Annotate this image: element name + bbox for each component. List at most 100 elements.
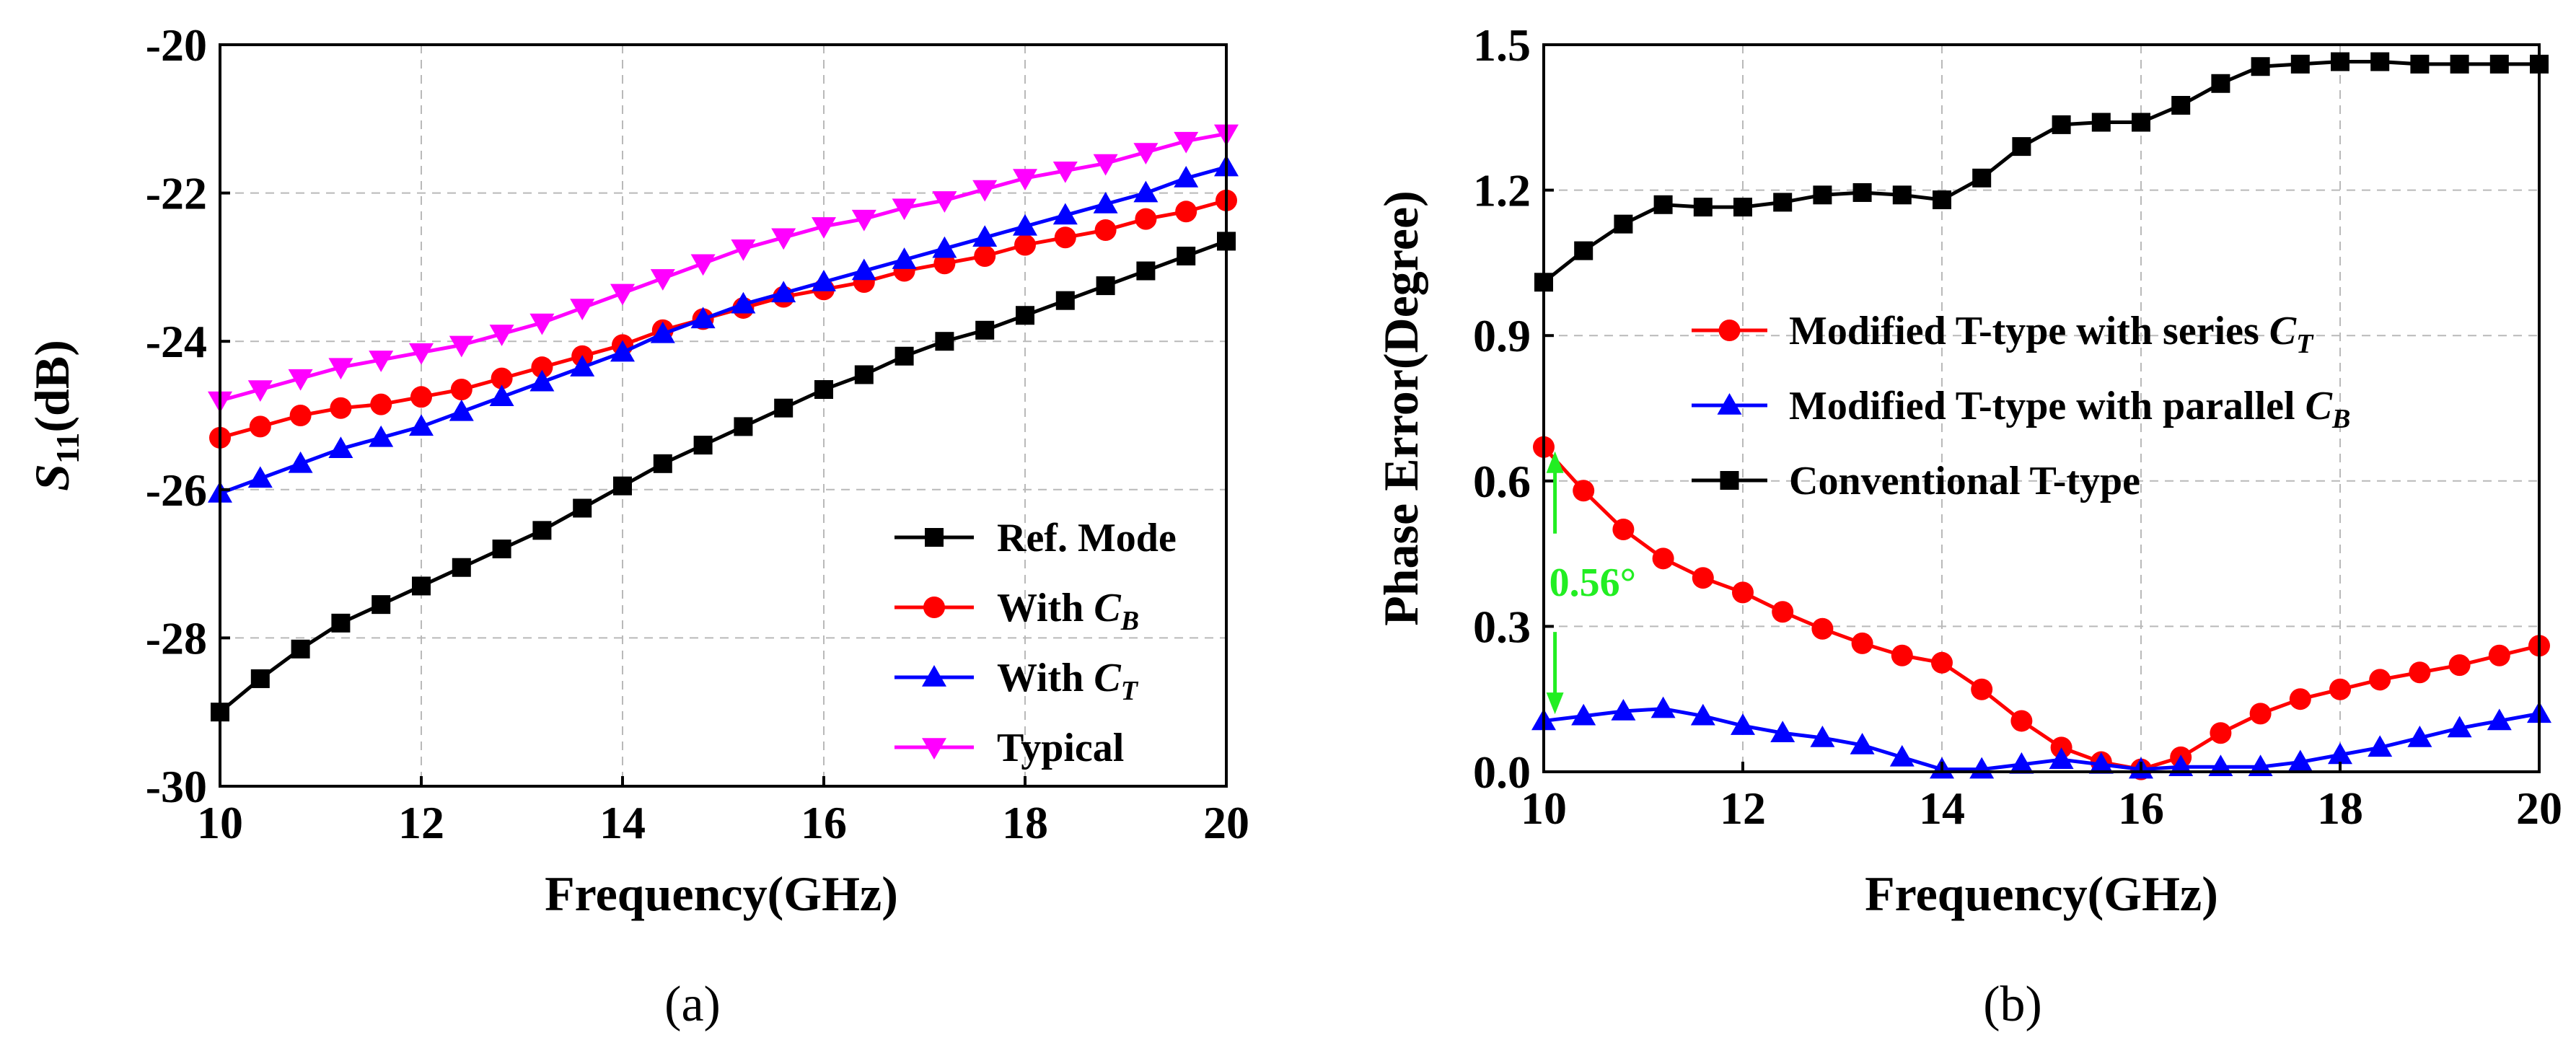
data-point (2328, 742, 2352, 765)
data-point (452, 558, 471, 577)
series-line (1542, 60, 2539, 284)
data-point (1652, 547, 1674, 570)
plot-frame (1542, 43, 2541, 773)
plot-frame (219, 43, 1228, 788)
data-point (1175, 201, 1197, 223)
data-point (2409, 661, 2431, 684)
data-point (932, 236, 957, 258)
series-line (219, 131, 1227, 402)
data-point (972, 180, 998, 202)
legend-item: With CB (894, 586, 1139, 636)
legend-label: With CB (997, 586, 1139, 636)
data-point (372, 595, 391, 615)
chart-b: 10 12 14 16 18 20 0.0 0.3 0.6 0.9 1.2 1.5 Frequency(… (1373, 19, 2562, 1032)
data-point (1852, 182, 1872, 202)
data-point (1850, 733, 1875, 754)
y-tick-label: -20 (146, 19, 207, 71)
legend-label: Modified T-type with series CT (1789, 309, 2314, 359)
data-point (1013, 214, 1037, 236)
legend-item: With CT (894, 656, 1139, 706)
y-tick-label: -24 (146, 316, 207, 367)
data-point (529, 369, 555, 392)
data-point (892, 247, 917, 269)
series-a-3 (208, 124, 1239, 413)
data-point (449, 335, 474, 358)
data-point (734, 417, 753, 436)
data-point (2407, 725, 2432, 747)
data-point (1731, 713, 1755, 735)
data-point (1174, 131, 1199, 154)
data-point (1813, 185, 1832, 205)
y-tick-label: 1.2 (1473, 165, 1531, 216)
data-point (1574, 241, 1593, 260)
legend-label: Typical (997, 726, 1124, 770)
legend-marker (1717, 393, 1742, 415)
data-point (894, 346, 914, 366)
data-point (2132, 113, 2150, 132)
data-point (972, 225, 998, 247)
data-point (1133, 143, 1159, 165)
data-point (1891, 644, 1913, 666)
data-point (974, 245, 996, 267)
x-axis-title: Frequency(GHz) (1865, 866, 2218, 921)
data-point (650, 269, 675, 291)
x-tick-label: 18 (2317, 783, 2363, 834)
data-point (1693, 198, 1713, 217)
data-point (288, 451, 313, 473)
series-a-2 (208, 154, 1239, 503)
data-point (610, 340, 635, 362)
data-point (291, 639, 310, 659)
data-point (851, 258, 876, 281)
data-point (288, 369, 313, 391)
series-a-0 (211, 232, 1236, 722)
data-point (1770, 721, 1795, 742)
data-point (851, 209, 876, 232)
data-point (1133, 180, 1159, 203)
legend-marker (1720, 471, 1739, 490)
data-point (653, 454, 672, 473)
panel-label: (b) (1983, 977, 2042, 1032)
data-point (492, 540, 511, 559)
data-point (2210, 722, 2232, 744)
data-point (1851, 632, 1873, 654)
data-point (289, 405, 312, 426)
data-point (690, 254, 716, 276)
data-point (1052, 162, 1078, 183)
series-b-1 (1531, 696, 2551, 779)
x-tick-label: 20 (1203, 797, 1249, 848)
data-point (573, 498, 592, 518)
data-point (975, 320, 995, 340)
data-point (2447, 716, 2472, 738)
data-point (1571, 703, 1596, 726)
data-point (1692, 567, 1714, 589)
data-point (570, 355, 595, 377)
data-point (2290, 54, 2310, 74)
x-tick-label: 18 (1002, 797, 1048, 848)
y-tick-label: -30 (146, 761, 207, 812)
x-tick-label: 10 (197, 797, 243, 848)
data-point (2489, 54, 2509, 74)
y-tick-label: -26 (146, 465, 207, 516)
data-point (2369, 669, 2391, 691)
data-point (2091, 113, 2111, 132)
series-a-1 (209, 189, 1237, 449)
data-point (489, 384, 514, 407)
data-point (1892, 185, 1912, 205)
data-point (1013, 169, 1037, 191)
data-point (1014, 234, 1036, 256)
data-point (1933, 190, 1951, 210)
data-point (2249, 703, 2272, 725)
data-point (247, 466, 273, 488)
legend-label: Conventional T-type (1789, 459, 2140, 503)
legend-marker (925, 528, 944, 547)
x-tick-label: 12 (398, 797, 444, 848)
legend-marker (1718, 320, 1741, 341)
data-point (410, 386, 432, 408)
legend-label: Ref. Mode (997, 516, 1177, 560)
data-point (2171, 96, 2191, 115)
y-axis-title: Phase Error(Degree) (1373, 190, 1428, 626)
data-point (1093, 192, 1118, 214)
data-point (2329, 678, 2351, 700)
data-point (1931, 651, 1953, 674)
